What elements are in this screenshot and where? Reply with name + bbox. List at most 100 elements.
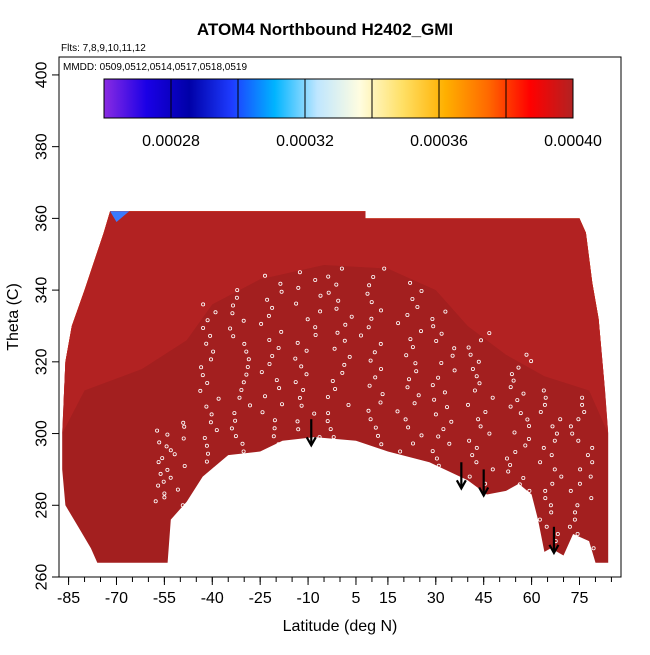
track-dot [208,333,213,338]
track-dot [548,503,553,508]
track-dot [474,460,479,465]
track-dot [580,395,585,400]
colorbar-gradient [103,78,574,119]
track-dot [244,349,249,354]
track-dot [270,305,275,310]
y-tick-label: 260 [34,564,51,591]
track-dot [198,388,203,393]
track-dot [181,420,186,425]
track-dot [272,426,277,431]
track-dot [208,420,213,425]
track-dot [466,345,471,350]
track-dot [476,417,481,422]
x-tick-label: 45 [475,590,493,607]
track-dot [262,273,267,278]
arrow-head [455,479,467,491]
track-dot [405,385,410,390]
track-dot [244,372,249,377]
track-dot [368,417,373,422]
track-dot [333,386,338,391]
track-dot [444,405,449,410]
field-color-bands [62,211,609,434]
track-dot [468,352,473,357]
track-dot [278,281,283,286]
track-dot [589,496,594,501]
track-dot [317,435,322,440]
x-tick-label: -55 [153,590,176,607]
track-dot [467,438,472,443]
track-dot [436,375,441,380]
colorbar-tick-label: 0.00040 [544,133,602,150]
track-dot [508,385,513,390]
track-dot [430,383,435,388]
track-dot [235,288,240,293]
track-dot [373,425,378,430]
x-tick-label: -70 [105,590,128,607]
track-dot [470,366,475,371]
dates-label: MMDD: 0509,0512,0514,0517,0518,0519 [63,62,247,73]
track-dot [487,431,492,436]
arrow-2 [455,462,467,491]
track-dot [527,488,532,493]
track-dot [299,403,304,408]
track-dot [233,434,238,439]
track-dot [406,377,411,382]
track-dot [165,432,170,437]
y-tick-label: 300 [34,420,51,447]
x-tick-label: 60 [523,590,541,607]
track-dot [432,397,437,402]
x-tick-label: -10 [297,590,320,607]
track-dot [274,378,279,383]
track-dot [517,482,522,487]
track-dot [538,460,543,465]
track-dot [585,453,590,458]
track-dot [441,427,446,432]
track-dot [487,331,492,336]
track-dot [326,411,331,416]
track-dot [335,330,340,335]
track-dot [272,418,277,423]
x-tick-label: -40 [201,590,224,607]
track-dot [404,353,409,358]
track-dot [410,441,415,446]
track-dot [241,318,246,323]
track-dot [508,404,513,409]
track-dot [342,338,347,343]
track-dot [331,435,336,440]
track-dot [212,467,217,472]
track-dot [433,412,438,417]
track-dot [230,311,235,316]
track-dot [157,440,162,445]
track-dot [575,539,580,544]
track-dot [516,365,521,370]
track-dot [568,488,573,493]
track-dot [201,302,206,307]
track-dot [478,424,483,429]
track-dot [247,403,252,408]
track-dot [340,370,345,375]
track-dot [366,408,371,413]
track-dot [325,419,330,424]
track-dot [430,316,435,321]
y-tick-label: 400 [34,61,51,88]
colorbar-ticks: 0.00028 0.00032 0.00036 0.00040 [142,79,602,150]
track-dot [442,390,447,395]
track-dot [208,357,213,362]
track-dot [369,300,374,305]
track-dot [293,380,298,385]
track-dot [369,316,374,321]
x-tick-label: 30 [427,590,445,607]
color-band-6 [62,211,609,434]
track-dot [267,337,272,342]
y-axis-label: Theta (C) [5,283,22,351]
track-dot [521,475,526,480]
track-dot [162,491,167,496]
arrow-head [305,436,317,448]
track-dot [326,274,331,279]
track-dot [544,524,549,529]
track-dot [575,532,580,537]
track-dot [276,345,281,350]
track-dot [559,474,564,479]
track-dot [270,353,275,358]
track-dot [378,308,383,313]
